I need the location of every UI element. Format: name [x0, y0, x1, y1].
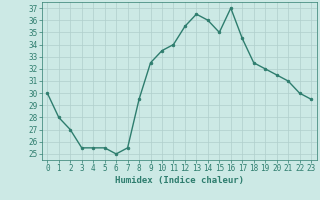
X-axis label: Humidex (Indice chaleur): Humidex (Indice chaleur) — [115, 176, 244, 185]
